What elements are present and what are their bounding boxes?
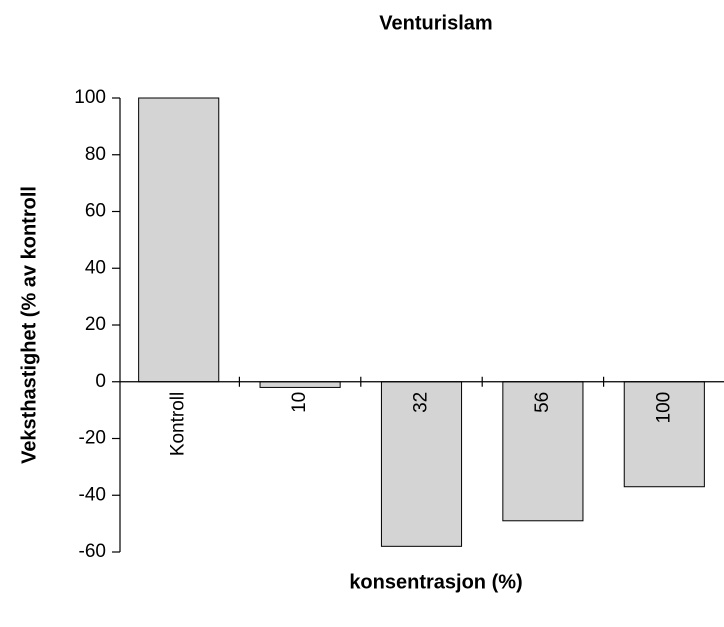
- x-axis-label: konsentrasjon (%): [349, 571, 522, 593]
- x-tick-label: 56: [532, 392, 553, 413]
- y-tick-label: -40: [79, 484, 106, 505]
- y-tick-label: 60: [85, 201, 106, 222]
- y-tick-label: -20: [79, 428, 106, 449]
- y-tick-label: -60: [79, 541, 106, 562]
- bar: [259, 381, 341, 388]
- y-tick-label: 80: [85, 144, 106, 165]
- x-tick-label: 100: [653, 392, 674, 424]
- x-tick-label: 32: [411, 392, 432, 413]
- x-tick-label: Kontroll: [168, 392, 189, 456]
- chart-title: Venturislam: [379, 12, 492, 34]
- y-tick-label: 40: [85, 257, 106, 278]
- bar: [138, 97, 220, 383]
- y-axis-label: Veksthastighet (% av kontroll: [18, 186, 40, 464]
- bar: [380, 381, 463, 547]
- y-tick-label: 20: [85, 314, 106, 335]
- y-tick-label: 100: [74, 87, 106, 108]
- bar: [502, 381, 584, 522]
- x-tick-label: 10: [289, 392, 310, 413]
- bar: [623, 381, 705, 488]
- y-tick-label: 0: [95, 371, 106, 392]
